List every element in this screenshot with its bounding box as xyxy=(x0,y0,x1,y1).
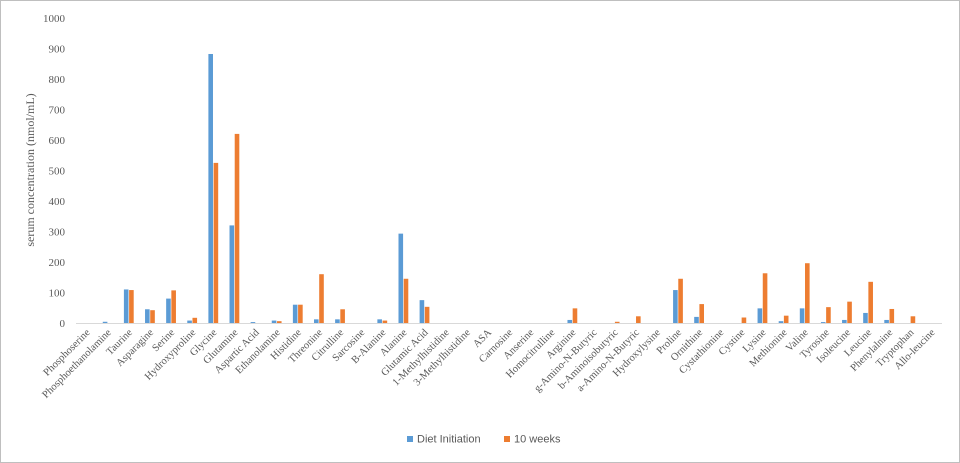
bar-10-weeks xyxy=(614,321,620,323)
y-axis-label: serum concentration (nmol/mL) xyxy=(23,93,37,246)
bar-10-weeks xyxy=(762,273,768,323)
bar-diet-initiation xyxy=(145,309,150,323)
bar-10-weeks xyxy=(129,290,134,323)
bar-10-weeks xyxy=(783,315,789,323)
bar-diet-initiation xyxy=(567,319,573,323)
bar-diet-initiation xyxy=(335,319,340,323)
bar-10-weeks xyxy=(889,308,895,323)
bar-diet-initiation xyxy=(820,322,826,323)
bar-diet-initiation xyxy=(694,316,699,323)
y-tick-label: 600 xyxy=(49,135,66,147)
bar-diet-initiation xyxy=(398,233,404,323)
bar-10-weeks xyxy=(382,320,388,323)
bar-diet-initiation xyxy=(842,319,847,323)
bar-diet-initiation xyxy=(123,289,129,323)
bar-diet-initiation xyxy=(166,298,171,323)
bar-10-weeks xyxy=(276,321,282,323)
bar-diet-initiation xyxy=(419,300,425,324)
legend-swatch xyxy=(504,436,510,442)
bar-diet-initiation xyxy=(271,320,277,323)
y-tick-label: 800 xyxy=(49,74,66,86)
bar-10-weeks xyxy=(678,278,683,323)
bar-diet-initiation xyxy=(884,319,889,323)
y-tick-label: 100 xyxy=(49,288,66,300)
bar-10-weeks xyxy=(213,162,219,324)
bar-diet-initiation xyxy=(757,308,763,323)
bar-10-weeks xyxy=(319,274,324,323)
bar-10-weeks xyxy=(699,304,704,323)
bar-10-weeks xyxy=(826,307,831,323)
bar-10-weeks xyxy=(403,278,409,323)
bars xyxy=(102,53,916,324)
y-tick-label: 700 xyxy=(49,105,66,117)
bar-10-weeks xyxy=(192,317,198,323)
legend-swatch xyxy=(407,436,413,442)
bar-diet-initiation xyxy=(250,322,256,323)
bar-10-weeks xyxy=(234,133,240,323)
bar-10-weeks xyxy=(636,316,641,323)
bar-diet-initiation xyxy=(863,312,868,323)
y-tick-label: 900 xyxy=(49,44,66,56)
legend: Diet Initiation 10 weeks xyxy=(407,434,561,446)
bar-10-weeks xyxy=(171,290,176,323)
bar-diet-initiation xyxy=(229,225,235,323)
bar-diet-initiation xyxy=(208,53,213,324)
y-tick-label: 1000 xyxy=(43,13,66,25)
axes: 0 100 200 300 400 500 600 700 800 900 1000 xyxy=(43,13,942,330)
bar-10-weeks xyxy=(340,309,345,323)
bar-10-weeks xyxy=(847,301,852,323)
bar-10-weeks xyxy=(298,304,303,323)
bar-10-weeks xyxy=(424,306,430,323)
legend-label: 10 weeks xyxy=(514,434,561,446)
bar-10-weeks xyxy=(741,317,747,323)
bar-diet-initiation xyxy=(102,321,108,323)
legend-label: Diet Initiation xyxy=(417,434,481,446)
y-tick-label: 400 xyxy=(49,196,66,208)
y-tick-label: 200 xyxy=(49,257,66,269)
bar-diet-initiation xyxy=(187,320,192,323)
bar-diet-initiation xyxy=(377,319,382,323)
bar-10-weeks xyxy=(868,281,873,323)
bar-diet-initiation xyxy=(292,304,298,323)
bar-diet-initiation xyxy=(673,290,678,323)
bar-diet-initiation xyxy=(314,319,319,323)
bar-10-weeks xyxy=(910,316,916,323)
bar-diet-initiation xyxy=(799,308,805,323)
category-labels: PhosphoserinePhosphoethanolamineTaurineA… xyxy=(40,327,937,401)
bar-10-weeks xyxy=(572,308,578,323)
bar-10-weeks xyxy=(150,310,155,323)
y-tick-label: 500 xyxy=(49,166,66,178)
y-tick-label: 300 xyxy=(49,227,66,239)
bar-diet-initiation xyxy=(778,321,784,323)
bar-10-weeks xyxy=(805,263,810,323)
y-tick-label: 0 xyxy=(60,318,66,330)
